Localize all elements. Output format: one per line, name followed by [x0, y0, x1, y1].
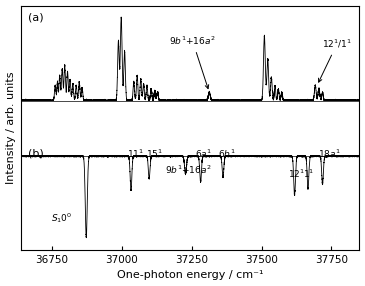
Y-axis label: Intensity / arb. units: Intensity / arb. units	[5, 72, 16, 184]
Text: (a): (a)	[28, 13, 44, 23]
Text: $12^1$/$1^1$: $12^1$/$1^1$	[319, 37, 352, 82]
Text: $18a^1$: $18a^1$	[318, 147, 341, 160]
X-axis label: One-photon energy / cm⁻¹: One-photon energy / cm⁻¹	[117, 271, 264, 281]
Text: $6a^1$: $6a^1$	[195, 147, 212, 160]
Text: $9b^1$+$16a^2$: $9b^1$+$16a^2$	[165, 164, 212, 176]
Text: $11^1$: $11^1$	[127, 147, 144, 160]
Text: $12^1$: $12^1$	[288, 168, 305, 180]
Text: $6b^1$: $6b^1$	[218, 147, 235, 160]
Text: $9b^1$+$16a^2$: $9b^1$+$16a^2$	[169, 35, 216, 89]
Text: $S_10^0$: $S_10^0$	[51, 211, 73, 225]
Text: $15^1$: $15^1$	[146, 147, 162, 160]
Text: $1^1$: $1^1$	[303, 168, 314, 180]
Text: (b): (b)	[28, 148, 44, 158]
